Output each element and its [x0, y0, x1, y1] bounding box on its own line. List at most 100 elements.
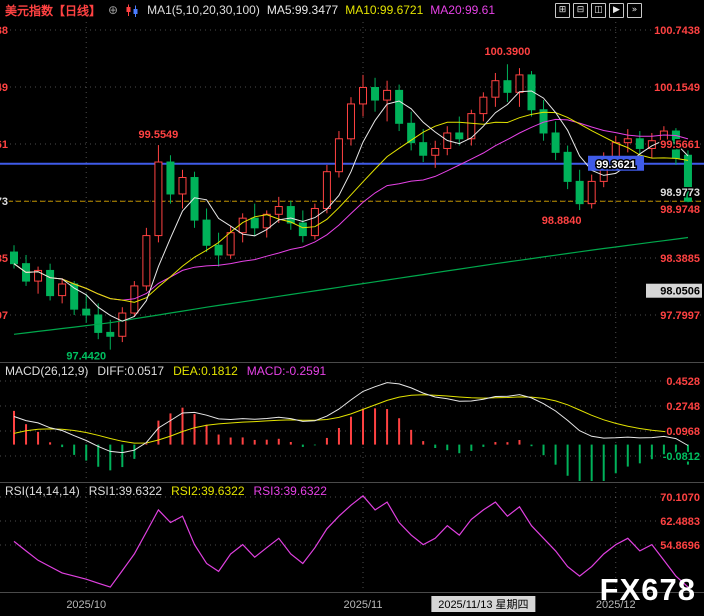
candle	[106, 319, 115, 350]
layout-panel-icon[interactable]: ◫	[591, 2, 606, 18]
latest-price-tag: 98.9748	[660, 204, 700, 216]
macd-diff-value: DIFF:0.0517	[97, 364, 165, 378]
price-axis-label-left-clipped: 98.9773	[0, 196, 8, 208]
price-axis-label-left-clipped: 99.5661	[0, 139, 8, 151]
candle	[346, 97, 355, 146]
candle	[527, 71, 536, 117]
candle	[166, 155, 175, 204]
ma10-value: MA10:99.6721	[345, 3, 424, 17]
candle	[563, 145, 572, 190]
candle	[82, 293, 91, 323]
symbol-title: 美元指数【日线】	[5, 3, 102, 18]
price-annotation: 99.5549	[139, 129, 179, 141]
blue-line-price-tag	[588, 155, 644, 171]
candle	[371, 77, 380, 112]
macd-histogram	[13, 407, 689, 481]
ma20-line	[13, 118, 689, 301]
candle	[395, 84, 404, 132]
rsi3-value: RSI3:39.6322	[253, 484, 327, 498]
candle	[587, 174, 596, 209]
candle	[623, 129, 632, 153]
price-annotation: 97.4420	[66, 351, 106, 363]
ma5-line	[13, 90, 689, 322]
candle	[46, 263, 55, 301]
candle	[142, 227, 151, 291]
candle	[154, 145, 163, 243]
rsi-header: RSI(14,14,14) RSI1:39.6322 RSI2:39.6322 …	[5, 484, 327, 498]
candle	[491, 72, 500, 107]
price-axis-label-left-clipped: 100.7438	[0, 25, 8, 37]
crosshair-date-label: 2025/11/13 星期四	[438, 598, 528, 611]
candle	[419, 129, 428, 163]
macd-axis-label: -0.0812	[663, 451, 700, 463]
macd-dea-line	[13, 394, 689, 444]
rsi1-value: RSI1:39.6322	[88, 484, 163, 498]
price-axis-label: 98.3885	[660, 253, 700, 265]
date-label: 2025/12	[596, 599, 636, 611]
candle	[238, 213, 247, 243]
ma100-line	[13, 236, 689, 335]
candle	[310, 203, 319, 240]
candle	[467, 109, 476, 146]
macd-title: MACD(26,12,9)	[5, 364, 89, 378]
next-icon[interactable]: ▶	[609, 2, 624, 18]
candle	[515, 68, 524, 107]
rsi-axis-label: 62.4883	[660, 516, 700, 528]
price-axis-label: 98.9773	[660, 187, 700, 199]
candle	[118, 307, 127, 343]
price-axis-label: 97.7997	[660, 310, 700, 322]
price-axis-label-left-clipped: 98.3885	[0, 253, 8, 265]
price-annotation: 100.3900	[484, 46, 530, 58]
candle	[455, 116, 464, 146]
candle	[250, 203, 259, 236]
ma20-value: MA20:99.61	[430, 3, 495, 17]
ma10-line	[13, 111, 689, 303]
macd-axis-label: 0.0968	[666, 426, 700, 438]
fast-forward-icon[interactable]: »	[627, 2, 642, 18]
candle	[334, 131, 343, 178]
candle	[407, 111, 416, 151]
macd-macd-value: MACD:-0.2591	[246, 364, 327, 378]
latest-price-tag-bg	[644, 202, 702, 216]
layout-grid-icon[interactable]: ⊞	[555, 2, 570, 18]
candle	[431, 140, 440, 168]
rsi-axis-label: 54.8696	[660, 540, 700, 552]
candle	[34, 266, 43, 294]
macd-dea-value: DEA:0.1812	[173, 364, 238, 378]
candle	[551, 121, 560, 161]
price-axis-label: 100.1549	[654, 82, 700, 94]
candle	[635, 131, 644, 156]
macd-axis-label: 0.4528	[666, 376, 700, 388]
rsi2-value: RSI2:39.6322	[171, 484, 245, 498]
price-axis-label-left-clipped: 100.1549	[0, 82, 8, 94]
candle	[575, 169, 584, 211]
chart-header: 美元指数【日线】 ⊕ MA1(5,10,20,30,100) MA5:99.34…	[0, 0, 704, 20]
candle	[479, 92, 488, 122]
candle	[286, 200, 295, 230]
candle	[58, 278, 67, 304]
macd-axis-label: 0.2748	[666, 401, 700, 413]
candle	[10, 245, 18, 269]
candle	[539, 100, 548, 141]
layout-split-icon[interactable]: ⊟	[573, 2, 588, 18]
blue-line-price-label: 99.3621	[596, 159, 636, 171]
rsi-line	[13, 494, 689, 588]
candles	[10, 64, 692, 350]
window-controls: ⊞ ⊟ ◫ ▶ »	[555, 2, 642, 18]
candle	[202, 208, 211, 253]
candle	[383, 80, 392, 122]
candle	[359, 74, 368, 117]
crosshair-date-box	[431, 596, 536, 612]
candle	[226, 225, 235, 259]
candle	[178, 169, 187, 209]
candlestick-icon	[126, 4, 138, 17]
watermark: FX678	[599, 572, 696, 607]
ma5-value: MA5:99.3477	[266, 3, 339, 17]
macd-header: MACD(26,12,9) DIFF:0.0517 DEA:0.1812 MAC…	[5, 364, 326, 378]
candle	[214, 232, 223, 267]
ma-group-label: MA1(5,10,20,30,100)	[147, 3, 260, 17]
price-axis-label-left-clipped: 97.7997	[0, 310, 8, 322]
zoom-icon[interactable]: ⊕	[108, 3, 119, 17]
